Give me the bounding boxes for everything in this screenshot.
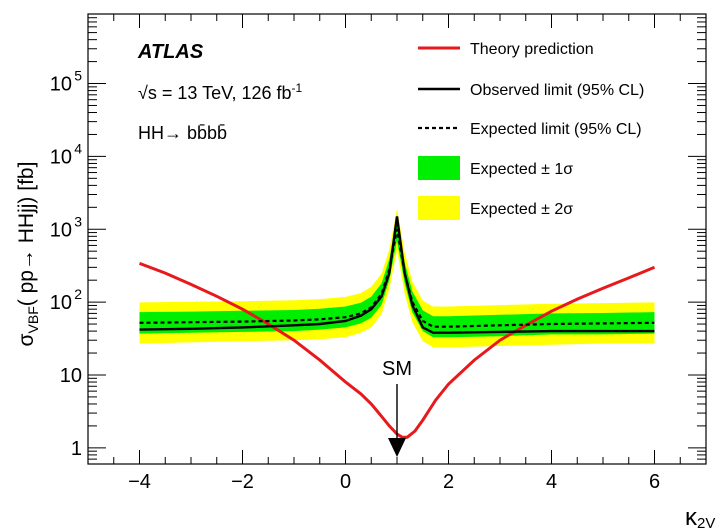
x-tick-label: 2 xyxy=(443,471,454,493)
legend-label-3: Expected ± 1σ xyxy=(470,161,573,178)
legend-label-0: Theory prediction xyxy=(470,41,594,58)
x-tick-label: 6 xyxy=(649,471,660,493)
y-tick-label: 10 xyxy=(50,74,72,96)
legend: Theory prediction Observed limit (95% CL)… xyxy=(418,41,644,220)
legend-swatch-3 xyxy=(418,156,460,180)
x-tick-label: −2 xyxy=(231,471,254,493)
legend-swatch-4 xyxy=(418,196,460,220)
legend-label-4: Expected ± 2σ xyxy=(470,201,573,218)
expected-bands xyxy=(139,208,655,348)
x-axis-label: κ2V xyxy=(685,504,715,528)
theory-curve-group xyxy=(138,261,656,439)
sm-annotation: SM xyxy=(382,358,412,457)
theory-line xyxy=(138,261,656,439)
y-tick-exponent: 5 xyxy=(74,68,82,84)
y-tick-exponent: 2 xyxy=(74,286,82,302)
energy-label: √s = 13 TeV, 126 fb-1 xyxy=(138,81,303,103)
experiment-label: ATLAS xyxy=(137,41,204,63)
x-tick-label: −4 xyxy=(128,471,151,493)
sm-arrow-head xyxy=(388,438,406,457)
x-tick-label: 0 xyxy=(340,471,351,493)
sm-label: SM xyxy=(382,358,412,380)
y-axis-label: σVBF( pp→ HHjj) [fb] xyxy=(15,162,41,347)
limit-curves xyxy=(139,216,655,334)
y-tick-label: 10 xyxy=(50,219,72,241)
legend-label-1: Observed limit (95% CL) xyxy=(470,82,644,99)
y-tick-label: 1 xyxy=(71,438,82,460)
band-1sigma xyxy=(139,218,655,338)
legend-label-2: Expected limit (95% CL) xyxy=(470,121,642,138)
channel-label: HH→ bb̄bb̄ xyxy=(138,123,227,143)
y-tick-exponent: 4 xyxy=(74,140,82,156)
y-tick-exponent: 3 xyxy=(74,213,82,229)
y-tick-label: 10 xyxy=(50,292,72,314)
plot-texts: ATLAS √s = 13 TeV, 126 fb-1 HH→ bb̄bb̄ xyxy=(137,41,303,143)
y-tick-label: 10 xyxy=(60,365,82,387)
y-tick-label: 10 xyxy=(50,146,72,168)
axis-labels: σVBF( pp→ HHjj) [fb] κ2V xyxy=(15,162,715,528)
observed-limit-line xyxy=(139,216,655,334)
x-tick-label: 4 xyxy=(546,471,557,493)
